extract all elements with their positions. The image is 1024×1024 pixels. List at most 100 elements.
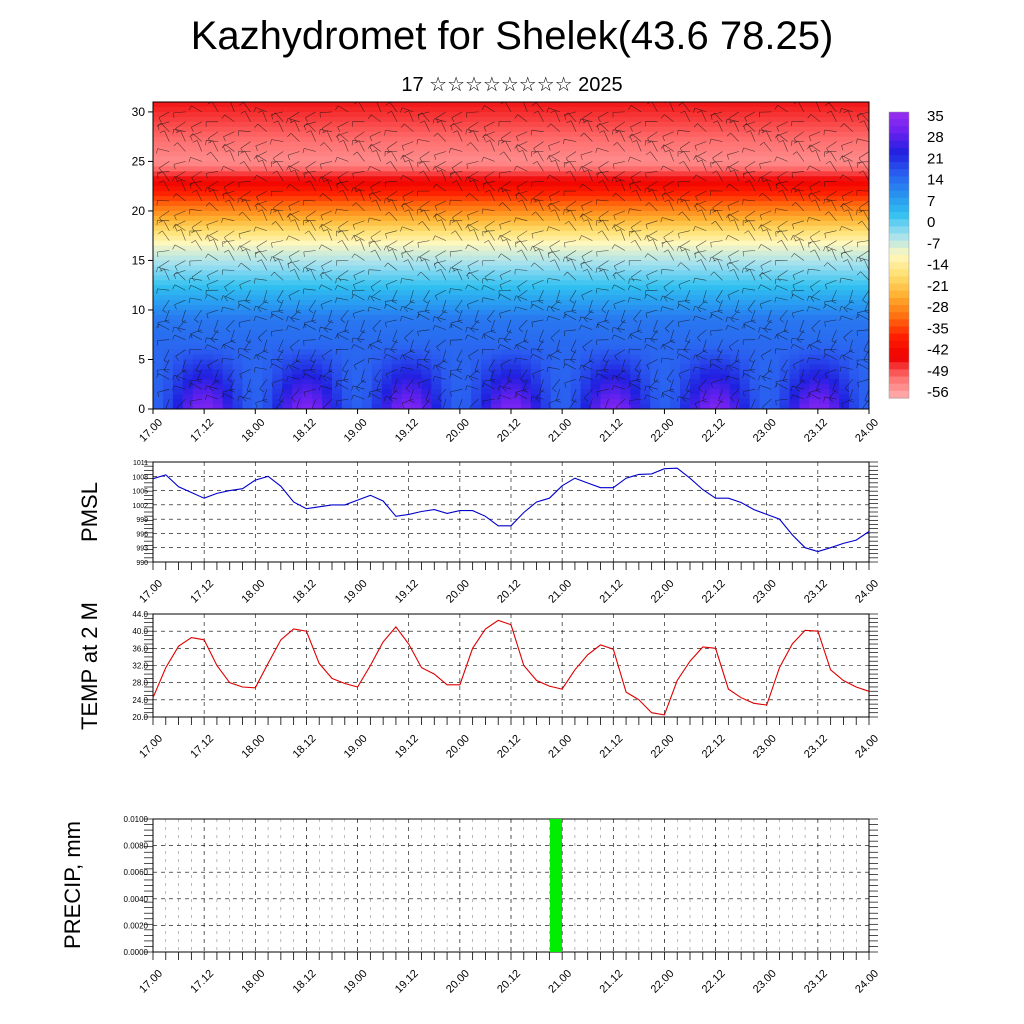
x-tick-label: 18.12 (291, 733, 319, 761)
colorbar-swatch (889, 133, 909, 142)
y-tick-label: 0.0000 (124, 948, 149, 957)
y-tick-label: 0.0060 (124, 868, 149, 877)
colorbar-swatch (889, 269, 909, 278)
colorbar-label: 21 (927, 150, 944, 167)
x-tick-label: 24.00 (853, 968, 881, 996)
colorbar-swatch (889, 333, 909, 342)
x-tick-label: 17.00 (137, 968, 165, 996)
pmsl-panel: 990 993 996 999 1002 1005 1008 1011 17.00 17.12 18… (77, 460, 881, 606)
colorbar-label: -49 (927, 363, 949, 380)
x-tick-label: 19.00 (342, 578, 370, 606)
colorbar-swatch (889, 154, 909, 163)
x-tick-label: 17.00 (137, 417, 165, 445)
x-tick-label: 19.12 (393, 733, 421, 761)
x-tick-label: 23.00 (751, 578, 779, 606)
x-tick-label: 18.12 (291, 968, 319, 996)
colorbar-label: -42 (927, 342, 949, 359)
x-tick-label: 19.00 (342, 968, 370, 996)
x-tick-label: 24.00 (853, 578, 881, 606)
x-tick-label: 19.00 (342, 733, 370, 761)
y-axis-label: PRECIP, mm (60, 821, 85, 949)
y-axis-label: PMSL (77, 482, 102, 542)
colorbar-swatch (889, 140, 909, 149)
x-tick-label: 21.00 (546, 968, 574, 996)
colorbar-label: 7 (927, 193, 935, 210)
colorbar-swatch (889, 204, 909, 213)
y-tick-label: 1005 (132, 489, 148, 496)
colorbar: 35 28 21 14 7 0 -7 -14 -21 -28 -35 -42 -49 -56 (888, 108, 949, 401)
precip-bar (550, 819, 562, 952)
y-tick-label: 44.0 (132, 610, 148, 619)
x-tick-label: 21.00 (546, 578, 574, 606)
x-tick-label: 20.12 (495, 417, 523, 445)
series-line (152, 467, 870, 553)
y-tick-label: 15 (132, 253, 146, 267)
y-tick-label: 999 (136, 517, 148, 524)
colorbar-swatch (889, 126, 909, 135)
x-tick-label: 23.00 (751, 968, 779, 996)
colorbar-label: -14 (927, 257, 949, 274)
colorbar-label: 28 (927, 129, 944, 146)
y-tick-label: 5 (138, 352, 145, 366)
x-tick-label: 22.00 (649, 733, 677, 761)
y-tick-label: 25 (132, 154, 146, 168)
colorbar-swatch (889, 183, 909, 192)
x-tick-label: 22.00 (649, 968, 677, 996)
colorbar-swatch (889, 297, 909, 306)
x-tick-label: 17.00 (137, 578, 165, 606)
colorbar-swatch (889, 255, 909, 263)
y-tick-label: 20.0 (132, 713, 148, 722)
colorbar-swatch (889, 169, 909, 177)
x-tick-label: 23.00 (751, 417, 779, 445)
y-tick-label: 32.0 (132, 662, 148, 671)
temperature-panel: 20.0 24.0 28.0 32.0 36.0 40.0 44.0 17.00 17.12 18… (77, 602, 881, 761)
y-tick-label: 996 (136, 531, 148, 538)
x-tick-label: 20.00 (444, 968, 472, 996)
colorbar-swatch (889, 305, 909, 313)
x-tick-label: 22.12 (700, 968, 728, 996)
x-tick-label: 18.12 (291, 578, 319, 606)
colorbar-swatch (889, 383, 909, 392)
colorbar-label: -21 (927, 278, 949, 295)
x-tick-label: 20.12 (495, 578, 523, 606)
x-tick-label: 17.00 (137, 733, 165, 761)
colorbar-swatch (889, 219, 909, 227)
y-tick-label: 0.0080 (124, 842, 149, 851)
colorbar-swatch (889, 283, 909, 292)
x-tick-label: 18.00 (239, 733, 267, 761)
x-tick-label: 17.12 (188, 968, 216, 996)
y-axis-label: TEMP at 2 M (77, 602, 102, 730)
y-tick-label: 40.0 (132, 627, 148, 636)
x-tick-label: 17.12 (188, 733, 216, 761)
colorbar-swatch (889, 176, 909, 185)
colorbar-swatch (889, 240, 909, 249)
y-tick-label: 28.0 (132, 679, 148, 688)
chart-title: Kazhydromet for Shelek(43.6 78.25) (190, 14, 834, 58)
colorbar-swatch (889, 119, 909, 127)
colorbar-swatch (889, 369, 909, 378)
y-tick-label: 36.0 (132, 644, 148, 653)
colorbar-swatch (889, 347, 909, 356)
x-tick-label: 18.00 (239, 578, 267, 606)
x-tick-label: 20.12 (495, 733, 523, 761)
x-tick-label: 20.00 (444, 417, 472, 445)
colorbar-swatch (889, 362, 909, 370)
colorbar-label: 0 (927, 214, 935, 231)
y-tick-label: 10 (132, 303, 146, 317)
y-tick-label: 0.0100 (124, 815, 149, 824)
colorbar-label: -28 (927, 299, 949, 316)
colorbar-label: 35 (927, 108, 944, 125)
y-tick-label: 0 (138, 402, 145, 416)
x-tick-label: 22.12 (700, 417, 728, 445)
x-tick-label: 18.00 (239, 968, 267, 996)
x-tick-label: 19.00 (342, 417, 370, 445)
x-tick-label: 21.00 (546, 733, 574, 761)
x-tick-label: 22.00 (649, 578, 677, 606)
y-tick-label: 990 (136, 560, 148, 567)
x-tick-label: 17.12 (188, 417, 216, 445)
x-tick-label: 19.12 (393, 968, 421, 996)
precipitation-panel: 0.0000 0.0020 0.0040 0.0060 0.0080 0.0100 17.0… (60, 815, 881, 996)
series-line (152, 619, 870, 716)
y-tick-label: 1008 (132, 474, 148, 481)
